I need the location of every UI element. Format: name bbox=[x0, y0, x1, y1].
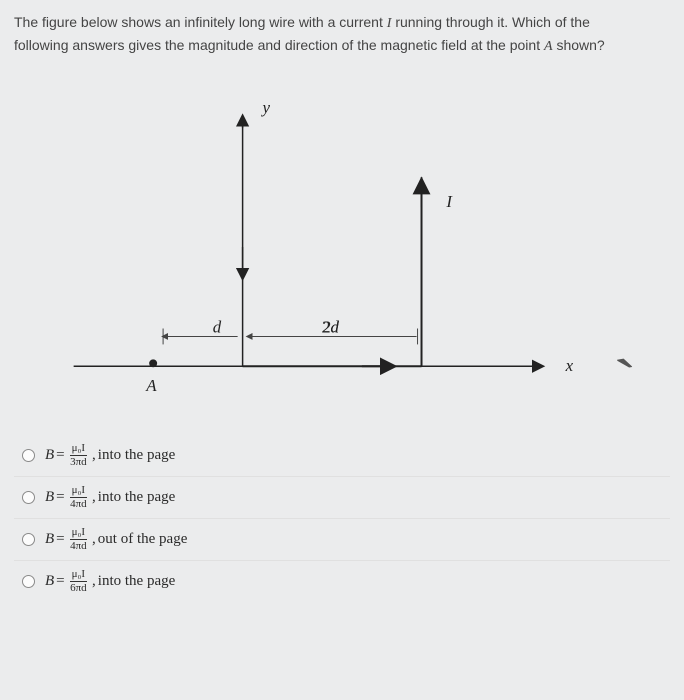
opt1-B: B bbox=[45, 447, 54, 464]
A-label: A bbox=[145, 376, 157, 395]
opt3-frac: μ₀I 4πd bbox=[70, 527, 87, 552]
radio-1[interactable] bbox=[22, 449, 35, 462]
option-4[interactable]: B = μ₀I 6πd , into the page bbox=[14, 561, 670, 602]
opt4-den: 6πd bbox=[70, 582, 87, 594]
figure: x y I A d 2d 2d ` bbox=[14, 67, 670, 427]
opt2-dir: into the page bbox=[98, 489, 175, 506]
formula-3: B = μ₀I 4πd , out of the page bbox=[45, 527, 187, 552]
opt4-B: B bbox=[45, 573, 54, 590]
opt2-num: μ₀I bbox=[70, 485, 87, 498]
opt1-num: μ₀I bbox=[70, 443, 87, 456]
opt1-frac: μ₀I 3πd bbox=[70, 443, 87, 468]
x-label: x bbox=[565, 357, 574, 376]
opt4-comma: , bbox=[92, 573, 96, 590]
opt2-frac: μ₀I 4πd bbox=[70, 485, 87, 510]
opt1-dir: into the page bbox=[98, 447, 175, 464]
options-list: B = μ₀I 3πd , into the page B = μ₀I 4πd … bbox=[14, 435, 670, 602]
opt4-num: μ₀I bbox=[70, 569, 87, 582]
question-text: The figure below shows an infinitely lon… bbox=[14, 12, 670, 57]
option-3[interactable]: B = μ₀I 4πd , out of the page bbox=[14, 519, 670, 561]
radio-4[interactable] bbox=[22, 575, 35, 588]
opt3-num: μ₀I bbox=[70, 527, 87, 540]
opt1-eq: = bbox=[56, 447, 64, 464]
opt4-eq: = bbox=[56, 573, 64, 590]
y-label: y bbox=[260, 98, 270, 117]
opt1-comma: , bbox=[92, 447, 96, 464]
option-2[interactable]: B = μ₀I 4πd , into the page bbox=[14, 477, 670, 519]
formula-4: B = μ₀I 6πd , into the page bbox=[45, 569, 175, 594]
formula-2: B = μ₀I 4πd , into the page bbox=[45, 485, 175, 510]
q-line2-post: shown? bbox=[556, 37, 604, 53]
point-A bbox=[149, 360, 157, 368]
point-symbol: A bbox=[544, 39, 553, 54]
opt2-eq: = bbox=[56, 489, 64, 506]
twod-label-full: 2d bbox=[322, 318, 339, 337]
opt3-eq: = bbox=[56, 531, 64, 548]
d-label: d bbox=[213, 318, 222, 337]
opt3-comma: , bbox=[92, 531, 96, 548]
opt3-B: B bbox=[45, 531, 54, 548]
radio-2[interactable] bbox=[22, 491, 35, 504]
opt3-den: 4πd bbox=[70, 540, 87, 552]
q-line1-post: running through it. Which of the bbox=[395, 14, 590, 30]
figure-svg: x y I A d 2d 2d bbox=[14, 67, 670, 427]
option-1[interactable]: B = μ₀I 3πd , into the page bbox=[14, 435, 670, 477]
opt4-dir: into the page bbox=[98, 573, 175, 590]
opt2-B: B bbox=[45, 489, 54, 506]
I-label: I bbox=[445, 193, 453, 212]
q-line2-pre: following answers gives the magnitude an… bbox=[14, 37, 544, 53]
opt4-frac: μ₀I 6πd bbox=[70, 569, 87, 594]
formula-1: B = μ₀I 3πd , into the page bbox=[45, 443, 175, 468]
opt1-den: 3πd bbox=[70, 456, 87, 468]
current-symbol: I bbox=[387, 16, 392, 31]
q-line1-pre: The figure below shows an infinitely lon… bbox=[14, 14, 387, 30]
opt2-den: 4πd bbox=[70, 498, 87, 510]
radio-3[interactable] bbox=[22, 533, 35, 546]
opt2-comma: , bbox=[92, 489, 96, 506]
opt3-dir: out of the page bbox=[98, 531, 188, 548]
